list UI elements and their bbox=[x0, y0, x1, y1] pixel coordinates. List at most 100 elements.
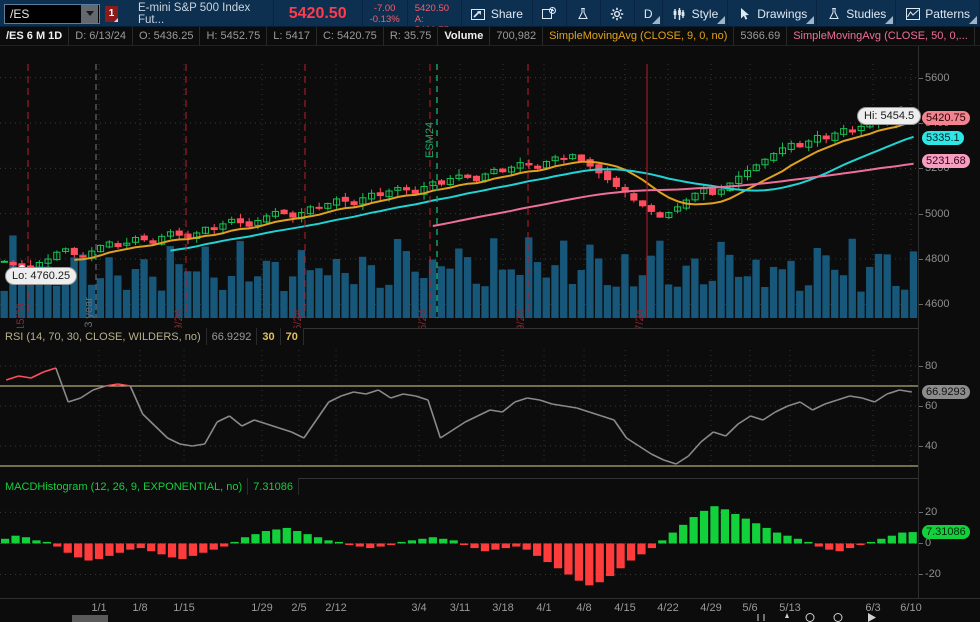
time-tick-label: 1/1 bbox=[91, 602, 107, 614]
rsi-overbought-level[interactable]: 70 bbox=[280, 328, 304, 345]
sma50-study-label[interactable]: SimpleMovingAvg (CLOSE, 50, 0,... bbox=[787, 27, 975, 45]
last-price: 5420.50 bbox=[288, 4, 347, 22]
time-tick-label: 1/15 bbox=[173, 602, 195, 614]
ohlc-info-bar: /ES 6 M 1D D: 6/13/24 O: 5436.25 H: 5452… bbox=[0, 27, 980, 46]
zoom-out-icon[interactable] bbox=[833, 613, 845, 622]
gear-icon bbox=[610, 6, 625, 21]
symbol-dropdown-icon[interactable] bbox=[81, 4, 98, 23]
change-absolute: -7.00 bbox=[373, 2, 396, 14]
share-button[interactable]: Share bbox=[462, 0, 533, 27]
svg-text:2/16/24: 2/16/24 bbox=[292, 309, 304, 328]
studies-quick-button[interactable] bbox=[567, 0, 601, 27]
price-tick-mark bbox=[919, 259, 923, 261]
studies-label: Studies bbox=[846, 6, 887, 21]
time-tick-label: 2/12 bbox=[325, 602, 347, 614]
symbol-input[interactable]: /ES bbox=[10, 6, 30, 21]
rsi-tick-label: 40 bbox=[925, 440, 938, 452]
sma9-study-label[interactable]: SimpleMovingAvg (CLOSE, 9, 0, no) bbox=[543, 27, 735, 45]
macd-study-label[interactable]: MACDHistogram (12, 26, 9, EXPONENTIAL, n… bbox=[0, 478, 249, 495]
timeframe-button[interactable]: D bbox=[635, 0, 663, 27]
rsi-header: RSI (14, 70, 30, CLOSE, WILDERS, no) 66.… bbox=[0, 328, 304, 345]
horizontal-scroll-thumb[interactable] bbox=[72, 615, 108, 622]
rsi-axis-scale[interactable]: 40 60 80 66.9293 bbox=[918, 328, 980, 478]
price-plot[interactable]: 12/15/23 1/19/24 2/16/24 3/15/24 4/19/24 5/17… bbox=[0, 46, 918, 328]
svg-text:4/19/24: 4/19/24 bbox=[515, 309, 527, 328]
time-tick-label: 4/29 bbox=[700, 602, 722, 614]
price-badge[interactable]: 5420.75 bbox=[922, 111, 970, 126]
macd-plot[interactable] bbox=[0, 478, 918, 598]
rsi-tick-mark bbox=[919, 446, 923, 447]
macd-pane[interactable]: MACDHistogram (12, 26, 9, EXPONENTIAL, n… bbox=[0, 478, 980, 598]
rsi-plot[interactable] bbox=[0, 328, 918, 478]
drawings-label: Drawings bbox=[757, 6, 808, 21]
price-badge[interactable]: 5231.68 bbox=[922, 154, 970, 169]
svg-text:2023 year: 2023 year bbox=[83, 297, 95, 328]
price-chart-pane[interactable]: 12/15/23 1/19/24 2/16/24 3/15/24 4/19/24 5/17… bbox=[0, 46, 980, 328]
bar-date: D: 6/13/24 bbox=[69, 27, 134, 45]
instrument-description: E-mini S&P 500 Index Fut... bbox=[121, 0, 274, 27]
volume-label[interactable]: Volume bbox=[438, 27, 491, 45]
style-icon bbox=[672, 6, 687, 21]
magnet-icon[interactable] bbox=[781, 613, 793, 622]
price-axis-scale[interactable]: 5600540052005000480046005420.755335.1523… bbox=[918, 46, 980, 328]
time-tick-label: 5/13 bbox=[779, 602, 801, 614]
rsi-current-value: 66.9292 bbox=[206, 328, 258, 345]
bottom-status-strip bbox=[0, 612, 980, 622]
patterns-icon bbox=[905, 6, 920, 21]
time-tick-label: 4/15 bbox=[614, 602, 636, 614]
svg-text:ESM24: ESM24 bbox=[424, 122, 436, 158]
price-tick-label: 4800 bbox=[925, 253, 950, 266]
symbol-entry-group: /ES 1 bbox=[0, 0, 121, 27]
macd-header: MACDHistogram (12, 26, 9, EXPONENTIAL, n… bbox=[0, 478, 299, 495]
play-icon[interactable] bbox=[866, 613, 878, 622]
bar-close: C: 5420.75 bbox=[317, 27, 384, 45]
time-tick-label: 6/3 bbox=[865, 602, 881, 614]
price-tick-label: 5000 bbox=[925, 207, 950, 220]
time-tick-label: 1/8 bbox=[132, 602, 148, 614]
macd-tick-mark bbox=[919, 574, 923, 576]
rsi-pane[interactable]: RSI (14, 70, 30, CLOSE, WILDERS, no) 66.… bbox=[0, 328, 980, 478]
style-button[interactable]: Style bbox=[663, 0, 729, 27]
timeframe-label: D bbox=[643, 6, 653, 21]
snapshot-icon bbox=[542, 6, 557, 21]
symbol-input-box[interactable]: /ES bbox=[4, 3, 100, 24]
price-tick-label: 5600 bbox=[925, 71, 950, 84]
time-tick-label: 4/22 bbox=[657, 602, 679, 614]
share-icon bbox=[471, 6, 486, 21]
change-cell: -7.00 -0.13% bbox=[363, 0, 408, 27]
snapshot-button[interactable] bbox=[533, 0, 567, 27]
rsi-study-label[interactable]: RSI (14, 70, 30, CLOSE, WILDERS, no) bbox=[0, 328, 207, 345]
price-tick-label: 4600 bbox=[925, 298, 950, 311]
rsi-value-badge[interactable]: 66.9293 bbox=[922, 385, 970, 400]
patterns-button[interactable]: Patterns bbox=[896, 0, 980, 27]
price-tick-mark bbox=[919, 122, 923, 124]
price-badge[interactable]: 5335.1 bbox=[922, 130, 964, 145]
crosshair-toggle-icon[interactable] bbox=[755, 613, 767, 622]
settings-button[interactable] bbox=[601, 0, 635, 27]
bid-price: B: 5420.50 bbox=[414, 0, 450, 14]
change-percent: -0.13% bbox=[369, 13, 400, 25]
svg-text:1/19/24: 1/19/24 bbox=[173, 309, 185, 328]
drawings-button[interactable]: Drawings bbox=[728, 0, 818, 27]
svg-text:12/15/23: 12/15/23 bbox=[15, 303, 27, 328]
last-price-cell: 5420.50 bbox=[274, 0, 363, 27]
macd-axis-scale[interactable]: -20 0 20 7.31086 bbox=[918, 478, 980, 598]
time-tick-label: 1/29 bbox=[251, 602, 273, 614]
time-tick-label: 3/4 bbox=[411, 602, 427, 614]
rsi-oversold-level[interactable]: 30 bbox=[257, 328, 281, 345]
studies-flask-icon bbox=[826, 6, 841, 21]
macd-value-badge[interactable]: 7.31086 bbox=[922, 525, 970, 540]
macd-tick-label: 20 bbox=[925, 506, 938, 519]
high-callout: Hi: 5454.5 bbox=[858, 108, 921, 124]
price-tick-mark bbox=[919, 168, 923, 170]
bar-range: R: 35.75 bbox=[384, 27, 439, 45]
time-tick-label: 5/6 bbox=[742, 602, 758, 614]
chart-type-icon[interactable] bbox=[975, 27, 980, 45]
symbol-timeframe-label: /ES 6 M 1D bbox=[0, 27, 70, 45]
studies-button[interactable]: Studies bbox=[817, 0, 897, 27]
description-text: E-mini S&P 500 Index Fut... bbox=[138, 1, 251, 26]
price-tick-mark bbox=[919, 304, 923, 306]
zoom-in-icon[interactable] bbox=[805, 613, 817, 622]
bar-open: O: 5436.25 bbox=[133, 27, 201, 45]
account-badge[interactable]: 1 bbox=[105, 5, 118, 22]
